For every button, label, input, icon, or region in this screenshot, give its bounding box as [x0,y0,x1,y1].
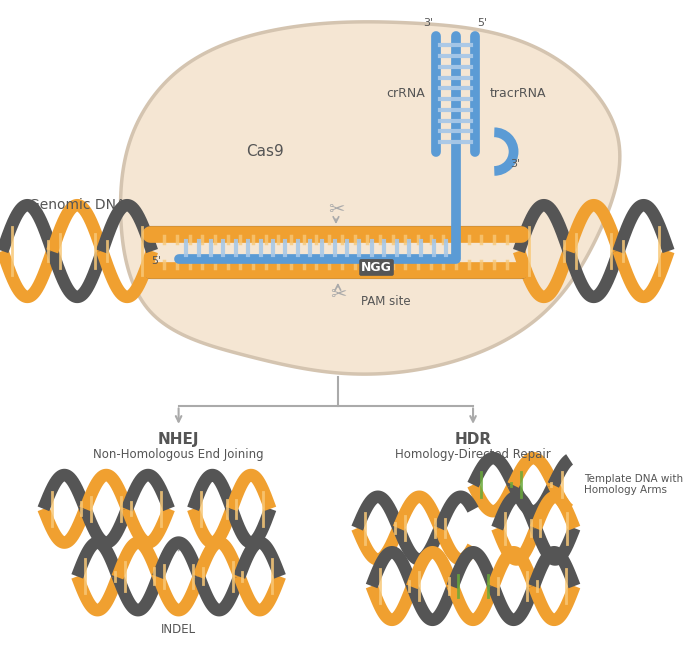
Text: NGG: NGG [361,261,392,274]
Text: INDEL: INDEL [161,623,196,636]
Text: Genomic DNA: Genomic DNA [29,198,125,212]
Text: 5': 5' [151,256,161,265]
Text: Cas9: Cas9 [246,144,284,159]
PathPatch shape [120,22,620,374]
Text: NHEJ: NHEJ [158,431,199,447]
Text: 3': 3' [424,18,434,28]
Text: 3': 3' [510,159,521,169]
Text: tracrRNA: tracrRNA [489,87,546,100]
Text: Template DNA with
Homology Arms: Template DNA with Homology Arms [584,474,683,495]
Text: crRNA: crRNA [386,87,425,100]
Text: 5': 5' [477,18,488,28]
Text: ✂: ✂ [328,200,344,219]
Text: ✂: ✂ [330,285,346,304]
Text: Homology-Directed Repair: Homology-Directed Repair [395,448,551,461]
Text: Non-Homologous End Joining: Non-Homologous End Joining [93,448,264,461]
Text: PAM site: PAM site [361,295,411,308]
Text: HDR: HDR [454,431,491,447]
